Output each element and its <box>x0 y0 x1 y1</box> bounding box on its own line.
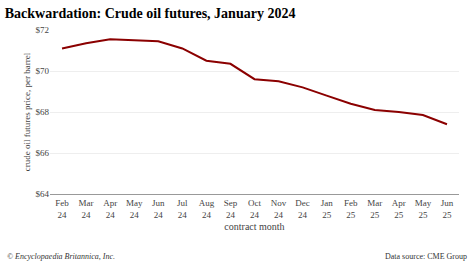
svg-text:$68: $68 <box>36 107 50 117</box>
svg-text:Jan25: Jan25 <box>321 198 333 220</box>
svg-text:crude oil futures price, per b: crude oil futures price, per barrel <box>22 52 32 171</box>
svg-text:Aug24: Aug24 <box>199 198 215 220</box>
svg-text:May24: May24 <box>126 198 143 220</box>
svg-text:Feb25: Feb25 <box>344 198 358 220</box>
svg-text:Sep24: Sep24 <box>224 198 238 220</box>
svg-text:Apr25: Apr25 <box>392 198 406 220</box>
svg-text:Mar24: Mar24 <box>79 198 94 220</box>
svg-text:$70: $70 <box>36 66 50 76</box>
svg-text:$66: $66 <box>36 148 50 158</box>
svg-text:Dec24: Dec24 <box>295 198 310 220</box>
svg-text:Nov24: Nov24 <box>271 198 287 220</box>
svg-text:Backwardation: Crude oil futur: Backwardation: Crude oil futures, Januar… <box>5 6 296 21</box>
svg-text:Apr24: Apr24 <box>103 198 117 220</box>
svg-text:Feb24: Feb24 <box>55 198 69 220</box>
svg-text:Oct24: Oct24 <box>248 198 261 220</box>
svg-text:Data source: CME Group: Data source: CME Group <box>385 252 467 261</box>
svg-text:Jun24: Jun24 <box>152 198 165 220</box>
svg-text:$64: $64 <box>36 189 50 199</box>
svg-text:Mar25: Mar25 <box>367 198 382 220</box>
svg-text:Jun25: Jun25 <box>441 198 454 220</box>
svg-text:Jul24: Jul24 <box>177 198 188 220</box>
svg-text:May25: May25 <box>415 198 432 220</box>
svg-text:$72: $72 <box>36 25 50 35</box>
svg-text:© Encyclopaedia Britannica, In: © Encyclopaedia Britannica, Inc. <box>7 252 115 261</box>
svg-text:contract month: contract month <box>224 221 284 232</box>
